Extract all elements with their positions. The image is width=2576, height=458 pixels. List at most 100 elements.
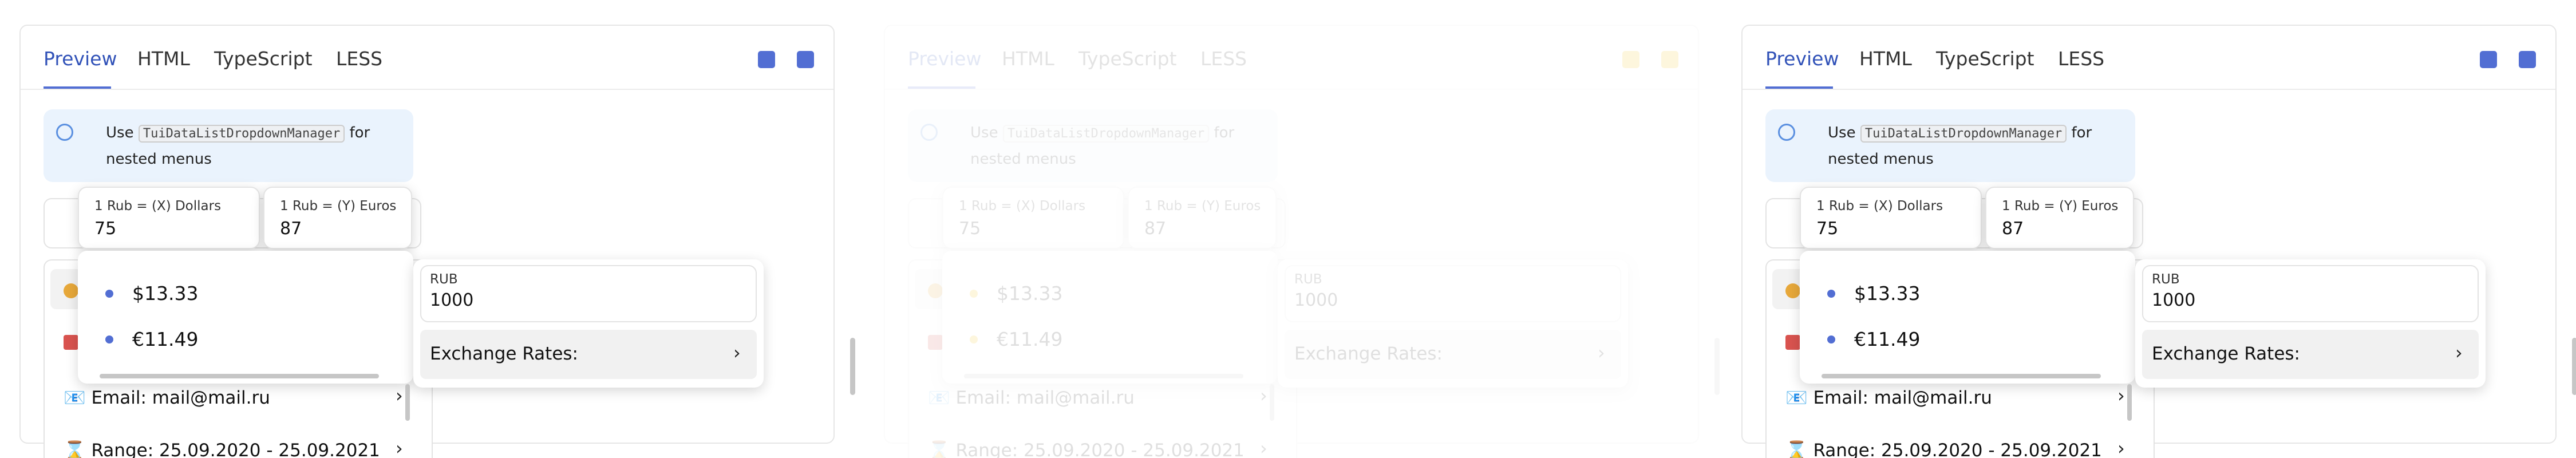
- rate-label: 1 Rub = (X) Dollars: [94, 199, 222, 214]
- rate-value: 75: [959, 219, 981, 239]
- info-icon: [56, 124, 73, 141]
- rate-input[interactable]: [1128, 187, 1277, 249]
- rate-input[interactable]: [942, 187, 1124, 249]
- rub-label: RUB: [1294, 272, 1322, 287]
- submenu-item-text: Exchange Rates:: [430, 344, 579, 364]
- divider: [21, 89, 833, 90]
- tab[interactable]: HTML: [1002, 48, 1054, 70]
- fullscreen-button[interactable]: [797, 51, 814, 68]
- rub-value: 1000: [430, 290, 474, 310]
- notice-code: TuiDataListDropdownManager: [1860, 125, 2067, 143]
- option[interactable]: $13.33: [1854, 282, 1921, 305]
- chevron: ›: [396, 385, 403, 406]
- notice-text: Use: [1828, 124, 1856, 141]
- rate-label: 1 Rub = (X) Dollars: [1816, 199, 1943, 214]
- rate-label: 1 Rub = (Y) Euros: [1144, 199, 1261, 214]
- submenu-item-text: Exchange Rates:: [2152, 344, 2301, 364]
- tab[interactable]: TypeScript: [1936, 48, 2034, 70]
- submenu-item-text: Exchange Rates:: [1294, 344, 1443, 364]
- option[interactable]: €11.49: [132, 328, 199, 350]
- bullet: [1827, 335, 1835, 344]
- dropdown: [942, 251, 1278, 384]
- fullscreen-button[interactable]: [2519, 51, 2536, 68]
- notice-text: for: [1214, 124, 1235, 141]
- tab[interactable]: LESS: [1200, 48, 1247, 70]
- menu-item[interactable]: 📧 Email: mail@mail.ru: [64, 388, 270, 408]
- page-scrollbar: [2572, 338, 2576, 395]
- open-button[interactable]: [758, 51, 775, 68]
- tab-underline: [908, 86, 975, 89]
- notice-line: Use TuiDataListDropdownManager for: [970, 124, 1235, 143]
- rub-value: 1000: [1294, 290, 1338, 310]
- tab[interactable]: LESS: [2058, 48, 2105, 70]
- menu-item[interactable]: ⌛ Range: 25.09.2020 - 25.09.2021: [928, 440, 1244, 458]
- rate-value: 75: [94, 219, 117, 239]
- notice-text: Use: [970, 124, 998, 141]
- scrollbar: [1822, 374, 2101, 378]
- rate-value: 87: [2002, 219, 2024, 239]
- icon: [928, 335, 943, 350]
- page-scrollbar: [1714, 338, 1720, 395]
- notice: [1765, 109, 2135, 182]
- rub-label: RUB: [430, 272, 458, 287]
- tab[interactable]: TypeScript: [1078, 48, 1177, 70]
- tab[interactable]: Preview: [1765, 48, 1839, 70]
- page-scrollbar: [850, 338, 855, 395]
- rub-input[interactable]: [1285, 265, 1621, 322]
- option[interactable]: €11.49: [997, 328, 1063, 350]
- notice-line: Use TuiDataListDropdownManager for: [1828, 124, 2092, 143]
- fullscreen-button[interactable]: [1661, 51, 1678, 68]
- demo-panel: Preview HTML TypeScript LESS Use TuiDataList…: [1741, 25, 2576, 458]
- rate-input[interactable]: [78, 187, 260, 249]
- rate-input[interactable]: [1800, 187, 1982, 249]
- notice-text: for: [2071, 124, 2092, 141]
- rate-value: 87: [280, 219, 302, 239]
- menu-item[interactable]: 📧 Email: mail@mail.ru: [1785, 388, 1992, 408]
- rub-input[interactable]: [2142, 265, 2479, 322]
- open-button[interactable]: [1622, 51, 1639, 68]
- menu-item-bg: [915, 269, 949, 309]
- tab-underline: [44, 86, 111, 89]
- notice-text: Use: [106, 124, 134, 141]
- chevron: ›: [2455, 342, 2463, 364]
- rate-label: 1 Rub = (Y) Euros: [280, 199, 397, 214]
- open-button[interactable]: [2480, 51, 2497, 68]
- submenu-item[interactable]: [2142, 330, 2479, 379]
- icon: [64, 335, 78, 350]
- rate-label: 1 Rub = (Y) Euros: [2002, 199, 2119, 214]
- tab[interactable]: Preview: [44, 48, 117, 70]
- option[interactable]: $13.33: [997, 282, 1063, 305]
- notice: [908, 109, 1278, 182]
- submenu-item[interactable]: [1285, 330, 1621, 379]
- dropdown: [78, 251, 413, 384]
- rate-input[interactable]: [263, 187, 412, 249]
- tab[interactable]: LESS: [336, 48, 383, 70]
- chevron: ›: [733, 342, 741, 364]
- option[interactable]: $13.33: [132, 282, 199, 305]
- tab[interactable]: TypeScript: [214, 48, 313, 70]
- rub-label: RUB: [2152, 272, 2180, 287]
- option[interactable]: €11.49: [1854, 328, 1921, 350]
- scrollbar: [1270, 384, 1274, 421]
- demo-panel: Preview HTML TypeScript LESS Use TuiDataList…: [19, 25, 855, 458]
- notice-text: nested menus: [1828, 151, 1934, 168]
- bullet: [970, 335, 978, 344]
- chevron: ›: [1260, 385, 1267, 406]
- menu-item[interactable]: ⌛ Range: 25.09.2020 - 25.09.2021: [1785, 440, 2102, 458]
- submenu-item[interactable]: [420, 330, 757, 379]
- rate-input[interactable]: [1985, 187, 2134, 249]
- rate-value: 87: [1144, 219, 1167, 239]
- tab[interactable]: HTML: [137, 48, 190, 70]
- chevron: ›: [1260, 437, 1267, 458]
- tab[interactable]: HTML: [1859, 48, 1912, 70]
- rub-input[interactable]: [420, 265, 757, 322]
- rate-value: 75: [1816, 219, 1839, 239]
- icon: [1785, 283, 1800, 298]
- submenu: [1278, 259, 1628, 388]
- menu-item[interactable]: 📧 Email: mail@mail.ru: [928, 388, 1135, 408]
- tab[interactable]: Preview: [908, 48, 982, 70]
- demo-panel: Preview HTML TypeScript LESS Use TuiDataList…: [884, 25, 1720, 458]
- input[interactable]: [908, 198, 1286, 248]
- menu-item[interactable]: ⌛ Range: 25.09.2020 - 25.09.2021: [64, 440, 380, 458]
